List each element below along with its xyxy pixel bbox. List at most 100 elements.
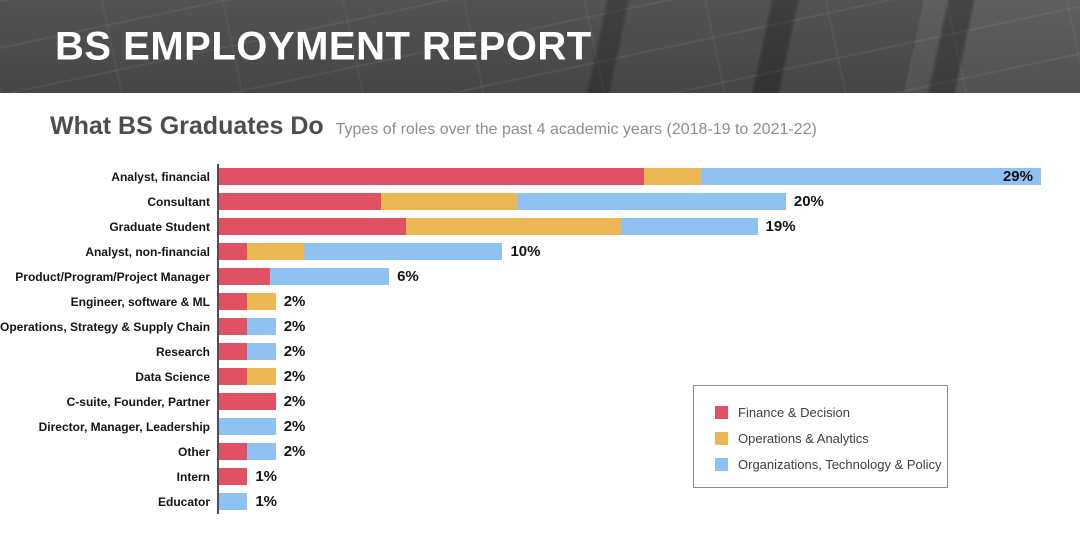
banner: BS EMPLOYMENT REPORT: [0, 0, 1080, 93]
bar-segment-operations: [644, 168, 701, 185]
legend-label: Operations & Analytics: [738, 431, 869, 446]
bar-segment-organizations: [304, 243, 503, 260]
value-label: 2%: [283, 343, 306, 360]
bar-track: 2%: [217, 439, 1080, 464]
bar-segment-operations: [406, 218, 622, 235]
value-label: 1%: [255, 468, 278, 485]
chart-row: Graduate Student 19%: [0, 214, 1080, 239]
bar-segment-finance: [219, 193, 381, 210]
chart-row: Data Science 2%: [0, 364, 1080, 389]
bar-segment-finance: [219, 318, 248, 335]
category-label: Operations, Strategy & Supply Chain: [0, 319, 211, 334]
category-label: Director, Manager, Leadership: [38, 419, 210, 434]
bar-segment-finance: [219, 293, 248, 310]
chart-row: Analyst, financial 29%: [0, 164, 1080, 189]
chart-row: Analyst, non-financial 10%: [0, 239, 1080, 264]
section-header: What BS Graduates Do Types of roles over …: [50, 112, 817, 141]
value-label: 2%: [283, 418, 306, 435]
bar-track: 10%: [217, 239, 1080, 264]
bar-segment-finance: [219, 393, 276, 410]
value-label: 2%: [283, 318, 306, 335]
bar-segment-organizations: [621, 218, 758, 235]
bar-segment-operations: [247, 293, 276, 310]
bar-track: 2%: [217, 339, 1080, 364]
legend-item: Operations & Analytics: [715, 431, 947, 446]
category-label: Analyst, non-financial: [85, 244, 210, 259]
category-label: Product/Program/Project Manager: [15, 269, 210, 284]
banner-photo: [0, 0, 1080, 93]
bar-segment-finance: [219, 468, 248, 485]
stacked-bar: [219, 343, 276, 360]
bar-track: 2%: [217, 414, 1080, 439]
section-title: What BS Graduates Do: [50, 112, 324, 140]
chart-row: Director, Manager, Leadership 2%: [0, 414, 1080, 439]
bar-segment-finance: [219, 168, 645, 185]
legend-swatch-icon: [715, 458, 728, 471]
bar-track: 29%: [217, 164, 1080, 189]
bar-segment-organizations: [219, 493, 248, 510]
legend-item: Organizations, Technology & Policy: [715, 457, 947, 472]
stacked-bar: 29%: [219, 168, 1041, 185]
category-label: Engineer, software & ML: [70, 294, 210, 309]
bar-segment-organizations: [516, 193, 786, 210]
bar-track: 1%: [217, 489, 1080, 514]
bar-track: 2%: [217, 289, 1080, 314]
legend-label: Organizations, Technology & Policy: [738, 457, 942, 472]
bar-track: 2%: [217, 314, 1080, 339]
legend-swatch-icon: [715, 406, 728, 419]
chart-row: Operations, Strategy & Supply Chain 2%: [0, 314, 1080, 339]
stacked-bar: [219, 468, 248, 485]
category-label: Consultant: [147, 194, 210, 209]
bar-track: 19%: [217, 214, 1080, 239]
chart-row: Intern 1%: [0, 464, 1080, 489]
bar-segment-finance: [219, 368, 248, 385]
bar-segment-organizations: [247, 443, 276, 460]
bar-segment-organizations: [247, 343, 276, 360]
stacked-bar: [219, 368, 276, 385]
value-label: 19%: [765, 218, 796, 235]
category-label: Other: [177, 444, 210, 459]
bar-segment-organizations: [700, 168, 1041, 185]
bar-segment-operations: [247, 243, 305, 260]
category-label: Educator: [157, 494, 210, 509]
bar-segment-organizations: [270, 268, 390, 285]
stacked-bar: [219, 218, 758, 235]
value-label: 20%: [793, 193, 824, 210]
chart-row: C-suite, Founder, Partner 2%: [0, 389, 1080, 414]
chart-row: Consultant 20%: [0, 189, 1080, 214]
chart-row: Research 2%: [0, 339, 1080, 364]
bar-segment-organizations: [219, 418, 276, 435]
value-label: 2%: [283, 293, 306, 310]
bar-track: 1%: [217, 464, 1080, 489]
banner-title: BS EMPLOYMENT REPORT: [55, 24, 592, 68]
bar-segment-operations: [247, 368, 276, 385]
value-label: 29%: [1002, 168, 1033, 185]
value-label: 10%: [510, 243, 541, 260]
stacked-bar: [219, 493, 248, 510]
stacked-bar: [219, 268, 390, 285]
chart-row: Educator 1%: [0, 489, 1080, 514]
stacked-bar: [219, 393, 276, 410]
legend-label: Finance & Decision: [738, 405, 850, 420]
value-label: 2%: [283, 368, 306, 385]
value-label: 2%: [283, 393, 306, 410]
stacked-bar-chart: Analyst, financial 29% Consultant 20% Gradua…: [0, 164, 1080, 514]
bar-segment-finance: [219, 243, 248, 260]
category-label: C-suite, Founder, Partner: [66, 394, 210, 409]
legend-swatch-icon: [715, 432, 728, 445]
stacked-bar: [219, 243, 503, 260]
category-label: Graduate Student: [109, 219, 210, 234]
category-label: Analyst, financial: [111, 169, 210, 184]
chart-row: Product/Program/Project Manager 6%: [0, 264, 1080, 289]
stacked-bar: [219, 293, 276, 310]
value-label: 6%: [397, 268, 419, 285]
bar-segment-finance: [219, 268, 271, 285]
bar-segment-finance: [219, 443, 248, 460]
chart-row: Engineer, software & ML 2%: [0, 289, 1080, 314]
stacked-bar: [219, 418, 276, 435]
bar-segment-organizations: [247, 318, 276, 335]
stacked-bar: [219, 443, 276, 460]
legend: Finance & Decision Operations & Analytics…: [693, 385, 948, 488]
category-label: Data Science: [135, 369, 210, 384]
